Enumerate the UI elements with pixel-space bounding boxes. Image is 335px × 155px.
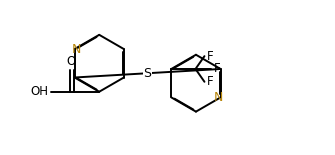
Text: S: S <box>144 67 151 80</box>
Text: OH: OH <box>30 85 48 98</box>
Text: N: N <box>214 91 223 104</box>
Text: O: O <box>66 55 75 68</box>
Text: F: F <box>207 75 213 88</box>
Text: N: N <box>72 43 81 55</box>
Text: F: F <box>213 62 220 75</box>
Text: F: F <box>207 50 213 63</box>
